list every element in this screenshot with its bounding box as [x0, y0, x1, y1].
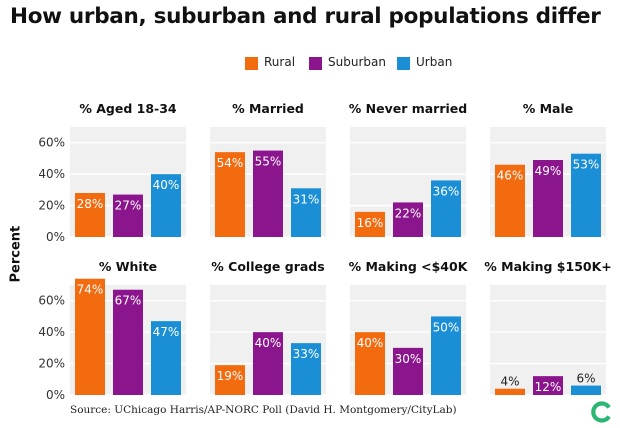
- y-tick-label: 40%: [38, 325, 65, 339]
- bar-rural: [495, 388, 525, 395]
- bar-rural: [495, 164, 525, 237]
- panel-title: % White: [99, 259, 157, 274]
- data-label: 16%: [357, 216, 384, 230]
- data-label: 6%: [576, 372, 595, 386]
- data-label: 46%: [497, 169, 524, 183]
- panel-1: % Aged 18-34 0% 20% 40% 60% 28% 27% 40%: [38, 101, 186, 244]
- bar-urban: [151, 321, 181, 395]
- legend-label-rural: Rural: [264, 55, 296, 69]
- data-label: 55%: [255, 155, 282, 169]
- bar-rural: [75, 193, 105, 237]
- panel-4: % Male 46% 49% 53%: [490, 101, 606, 238]
- legend-swatch-suburban: [309, 57, 322, 70]
- panel-title: % Making <$40K: [349, 259, 469, 274]
- y-tick-label: 20%: [38, 357, 65, 371]
- bar-urban: [431, 180, 461, 237]
- panel-7: % Making <$40K 40% 30% 50%: [349, 259, 469, 396]
- data-label: 33%: [293, 347, 320, 361]
- data-label: 50%: [433, 320, 460, 334]
- panel-title: % College grads: [211, 259, 324, 274]
- bar-suburban: [393, 202, 423, 237]
- data-label: 74%: [77, 283, 104, 297]
- bar-urban: [571, 153, 601, 237]
- y-tick-label: 20%: [38, 199, 65, 213]
- bar-rural: [215, 152, 245, 237]
- y-tick-label: 60%: [38, 294, 65, 308]
- source-note: Source: UChicago Harris/AP-NORC Poll (Da…: [70, 404, 457, 416]
- data-label: 4%: [500, 375, 519, 389]
- bar-suburban: [253, 332, 283, 395]
- bar-urban: [291, 343, 321, 395]
- data-label: 27%: [115, 199, 142, 213]
- bar-rural: [215, 365, 245, 395]
- data-label: 22%: [395, 206, 422, 220]
- data-label: 40%: [153, 178, 180, 192]
- legend-label-suburban: Suburban: [328, 55, 386, 69]
- panel-title: % Male: [523, 101, 574, 116]
- data-label: 31%: [293, 192, 320, 206]
- bar-urban: [291, 188, 321, 237]
- panel-title: % Married: [232, 101, 304, 116]
- bar-rural: [355, 211, 385, 237]
- data-label: 54%: [217, 156, 244, 170]
- bar-urban: [151, 174, 181, 237]
- data-label: 40%: [255, 336, 282, 350]
- y-tick-label: 0%: [46, 230, 65, 244]
- legend-label-urban: Urban: [416, 55, 453, 69]
- chart-title: How urban, suburban and rural population…: [10, 4, 601, 29]
- data-label: 30%: [395, 352, 422, 366]
- bar-suburban: [253, 150, 283, 237]
- panel-title: % Never married: [349, 101, 467, 116]
- legend-swatch-rural: [245, 57, 258, 70]
- panel-8: % Making $150K+ 4% 12% 6%: [484, 259, 612, 396]
- bar-suburban: [113, 289, 143, 395]
- data-label: 36%: [433, 184, 460, 198]
- panel-6: % College grads 19% 40% 33%: [210, 259, 326, 396]
- data-label: 67%: [115, 294, 142, 308]
- data-label: 47%: [153, 325, 180, 339]
- bar-suburban: [113, 194, 143, 237]
- chart-panels: % Aged 18-34 0% 20% 40% 60% 28% 27% 40% % Marrie…: [38, 101, 612, 400]
- bar-urban: [431, 316, 461, 395]
- data-label: 28%: [77, 197, 104, 211]
- y-tick-label: 40%: [38, 167, 65, 181]
- bar-suburban: [533, 160, 563, 237]
- panel-3: % Never married 16% 22% 36%: [349, 101, 467, 238]
- y-tick-label: 60%: [38, 136, 65, 150]
- bar-rural: [75, 278, 105, 395]
- panel-title: % Making $150K+: [484, 259, 612, 274]
- panel-5: % White 0% 20% 40% 60% 74% 67% 47%: [38, 259, 186, 400]
- bar-suburban: [533, 376, 563, 395]
- citylab-logo-icon: [591, 401, 611, 423]
- bar-urban: [571, 385, 601, 395]
- legend-swatch-urban: [397, 57, 410, 70]
- panel-2: % Married 54% 55% 31%: [210, 101, 326, 238]
- data-label: 49%: [535, 164, 562, 178]
- data-label: 40%: [357, 336, 384, 350]
- bar-rural: [355, 332, 385, 395]
- panel-title: % Aged 18-34: [79, 101, 177, 116]
- bar-suburban: [393, 347, 423, 395]
- y-tick-label: 0%: [46, 388, 65, 400]
- data-label: 53%: [573, 158, 600, 172]
- data-label: 12%: [535, 380, 562, 394]
- data-label: 19%: [217, 369, 244, 383]
